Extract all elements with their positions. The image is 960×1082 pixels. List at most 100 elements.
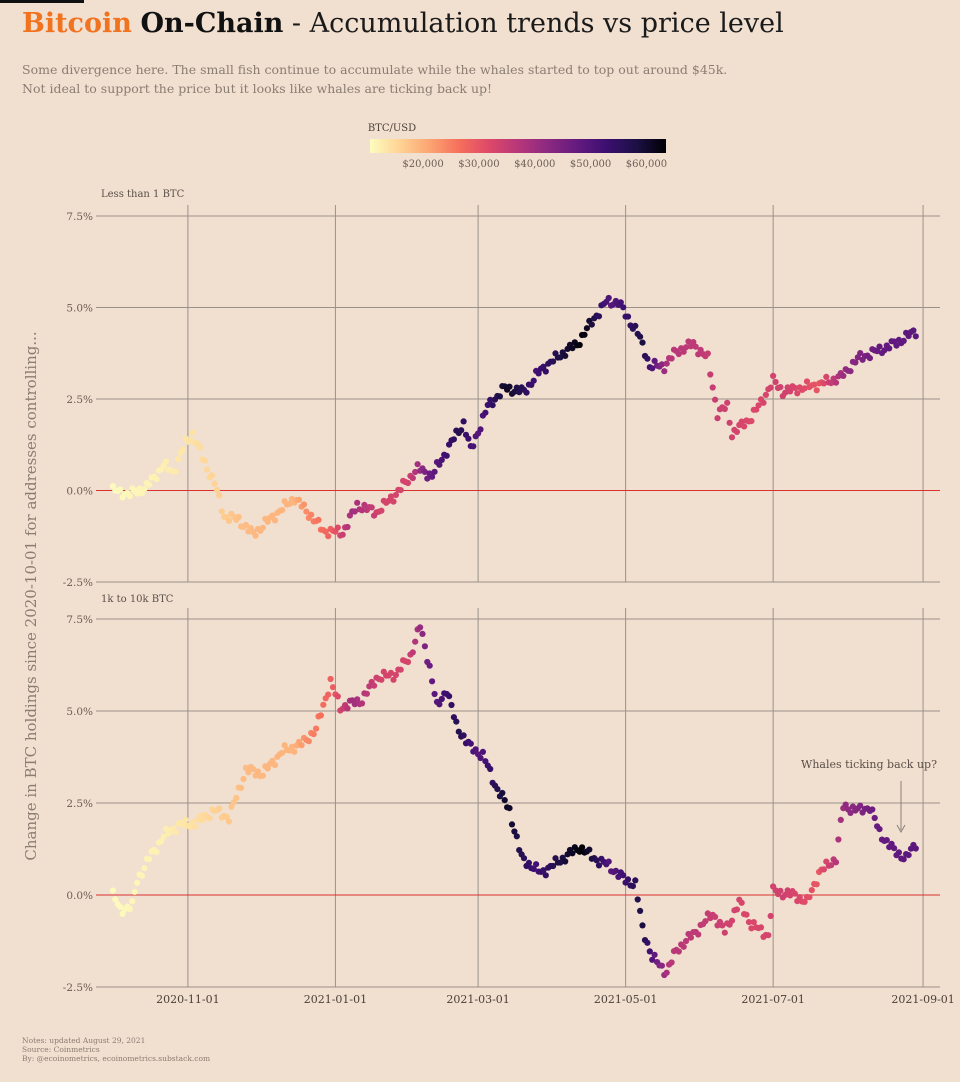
data-point — [886, 345, 893, 352]
data-point — [412, 468, 419, 476]
data-point — [129, 898, 136, 905]
data-point — [317, 712, 324, 719]
data-point — [460, 732, 467, 739]
data-point — [644, 939, 651, 946]
data-point — [286, 500, 293, 507]
data-point — [426, 662, 433, 669]
data-point — [644, 355, 651, 362]
data-point — [704, 350, 711, 357]
data-point — [583, 325, 591, 332]
data-point — [453, 718, 460, 725]
data-point — [238, 784, 245, 792]
data-point — [225, 818, 233, 825]
notes-byline: By: @ecoinometrics, ecoinometrics.substa… — [22, 1054, 211, 1063]
data-point — [487, 396, 494, 403]
data-point — [298, 742, 305, 749]
data-point — [506, 383, 513, 390]
data-point — [334, 693, 341, 700]
y-tick-label: 5.0% — [66, 302, 93, 314]
data-point — [153, 849, 160, 856]
data-point — [438, 456, 445, 463]
data-point — [562, 352, 569, 359]
data-point — [414, 461, 421, 468]
data-point — [550, 862, 557, 870]
data-point — [235, 513, 242, 521]
data-point — [344, 705, 351, 712]
data-point — [738, 899, 745, 906]
data-point — [378, 676, 385, 683]
data-point — [900, 856, 907, 863]
data-point — [404, 479, 412, 487]
data-point — [612, 867, 620, 874]
data-point — [632, 322, 639, 329]
data-point — [794, 390, 801, 397]
data-point — [368, 504, 375, 511]
data-point — [192, 823, 199, 830]
data-point — [131, 888, 138, 896]
data-point — [516, 389, 523, 396]
data-point — [748, 418, 755, 425]
data-point — [421, 468, 428, 475]
data-point — [840, 372, 847, 379]
subtitle: Some divergence here. The small fish con… — [22, 60, 922, 98]
y-tick-label: -2.5% — [63, 577, 93, 589]
data-point — [458, 427, 465, 434]
data-point — [424, 475, 431, 482]
data-point — [211, 480, 218, 487]
data-point — [397, 487, 404, 494]
data-point — [158, 838, 165, 845]
panel-1: -2.5% 0.0% 2.5% 5.0% 7.5% Less than 1 BTC — [63, 189, 940, 589]
data-point — [842, 801, 849, 808]
data-point — [412, 638, 419, 645]
data-point — [455, 728, 462, 735]
page-title: Bitcoin On-Chain - Accumulation trends v… — [22, 8, 784, 39]
data-point — [530, 865, 537, 873]
data-point — [305, 738, 312, 745]
legend-tick-label: $60,000 — [626, 159, 667, 170]
data-point — [271, 517, 279, 524]
data-point — [189, 429, 196, 436]
data-point — [146, 856, 153, 863]
data-point — [117, 486, 124, 493]
data-point — [187, 437, 194, 444]
data-point — [651, 357, 658, 364]
data-point — [811, 381, 818, 388]
data-point — [876, 826, 883, 833]
data-point — [436, 461, 443, 468]
top-accent-bar — [0, 0, 84, 3]
data-point — [218, 508, 225, 515]
data-point — [300, 501, 308, 508]
data-point — [325, 533, 332, 540]
data-point — [450, 436, 457, 443]
data-point — [136, 485, 143, 492]
data-point — [163, 825, 170, 832]
series-dots — [109, 294, 919, 540]
data-point — [499, 789, 506, 797]
data-point — [446, 693, 453, 700]
data-point — [661, 368, 668, 375]
panel-2: -2.5% 0.0% 2.5% 5.0% 7.5% 1k to 10k BTC Whales… — [63, 594, 940, 994]
data-point — [791, 890, 799, 897]
data-point — [651, 951, 658, 958]
data-point — [624, 876, 632, 883]
data-point — [419, 630, 426, 638]
data-point — [172, 829, 179, 836]
legend-tick-label: $40,000 — [514, 159, 555, 170]
data-point — [281, 742, 288, 749]
data-point — [695, 931, 702, 938]
data-point — [748, 925, 755, 932]
annotation-arrowhead — [896, 824, 906, 834]
data-point — [117, 903, 124, 911]
data-point — [477, 754, 484, 762]
data-point — [760, 399, 767, 406]
data-point — [291, 748, 298, 755]
data-point — [351, 508, 358, 515]
y-tick-label: 0.0% — [66, 890, 93, 902]
data-point — [530, 377, 537, 384]
data-point — [675, 948, 682, 955]
data-point — [557, 354, 564, 361]
title-rest: Accumulation trends vs price level — [309, 8, 784, 39]
data-point — [269, 512, 276, 519]
data-point — [511, 828, 518, 835]
data-point — [719, 922, 726, 929]
